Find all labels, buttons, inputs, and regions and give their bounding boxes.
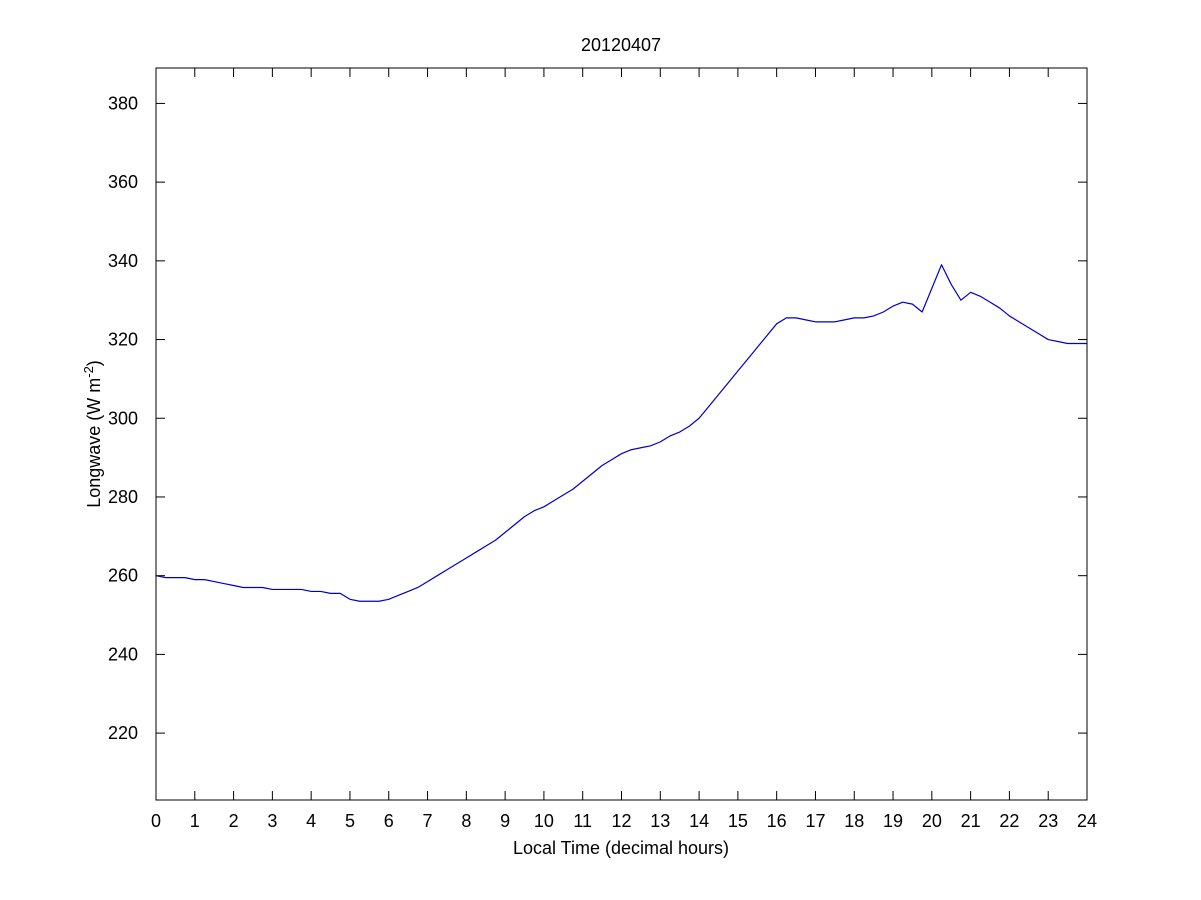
y-tick-label: 220	[108, 723, 138, 743]
x-tick-label: 14	[689, 811, 709, 831]
x-tick-label: 17	[805, 811, 825, 831]
y-tick-label: 240	[108, 644, 138, 664]
x-tick-label: 21	[961, 811, 981, 831]
x-tick-label: 13	[650, 811, 670, 831]
y-axis-label: Longwave (W m-2)	[81, 360, 104, 508]
x-tick-label: 6	[384, 811, 394, 831]
x-tick-label: 1	[190, 811, 200, 831]
y-axis-label-base: Longwave (W m	[84, 378, 104, 508]
x-tick-label: 10	[534, 811, 554, 831]
y-axis-label-exponent: -2	[81, 366, 96, 378]
x-tick-label: 23	[1038, 811, 1058, 831]
x-tick-label: 2	[229, 811, 239, 831]
x-tick-label: 22	[999, 811, 1019, 831]
y-tick-label: 380	[108, 93, 138, 113]
x-axis-label: Local Time (decimal hours)	[513, 838, 729, 858]
x-tick-label: 20	[922, 811, 942, 831]
y-tick-label: 280	[108, 487, 138, 507]
x-tick-label: 4	[306, 811, 316, 831]
x-tick-label: 3	[267, 811, 277, 831]
y-tick-label: 320	[108, 330, 138, 350]
x-tick-label: 8	[461, 811, 471, 831]
x-tick-label: 7	[423, 811, 433, 831]
y-tick-label: 340	[108, 251, 138, 271]
x-tick-label: 24	[1077, 811, 1097, 831]
chart-title: 20120407	[581, 35, 661, 55]
x-tick-label: 9	[500, 811, 510, 831]
y-axis-label-close: )	[84, 360, 104, 366]
x-tick-label: 15	[728, 811, 748, 831]
series-line	[155, 264, 1087, 602]
x-tick-label: 0	[151, 811, 161, 831]
x-tick-label: 18	[844, 811, 864, 831]
x-tick-label: 16	[767, 811, 787, 831]
x-tick-label: 12	[611, 811, 631, 831]
x-tick-label: 5	[345, 811, 355, 831]
x-tick-label: 11	[573, 811, 592, 831]
axis-ticks	[155, 68, 1088, 800]
x-tick-label: 19	[883, 811, 903, 831]
y-tick-label: 260	[108, 566, 138, 586]
y-tick-label: 360	[108, 172, 138, 192]
data-layer	[155, 264, 1087, 602]
plot-frame	[155, 67, 1088, 801]
tick-labels: 0 1 2 3 4 5 6 7 8 9 10 11 12 13 14 15 16 17 18 19 20 21 22 23 24…	[108, 93, 1097, 831]
y-tick-label: 300	[108, 408, 138, 428]
